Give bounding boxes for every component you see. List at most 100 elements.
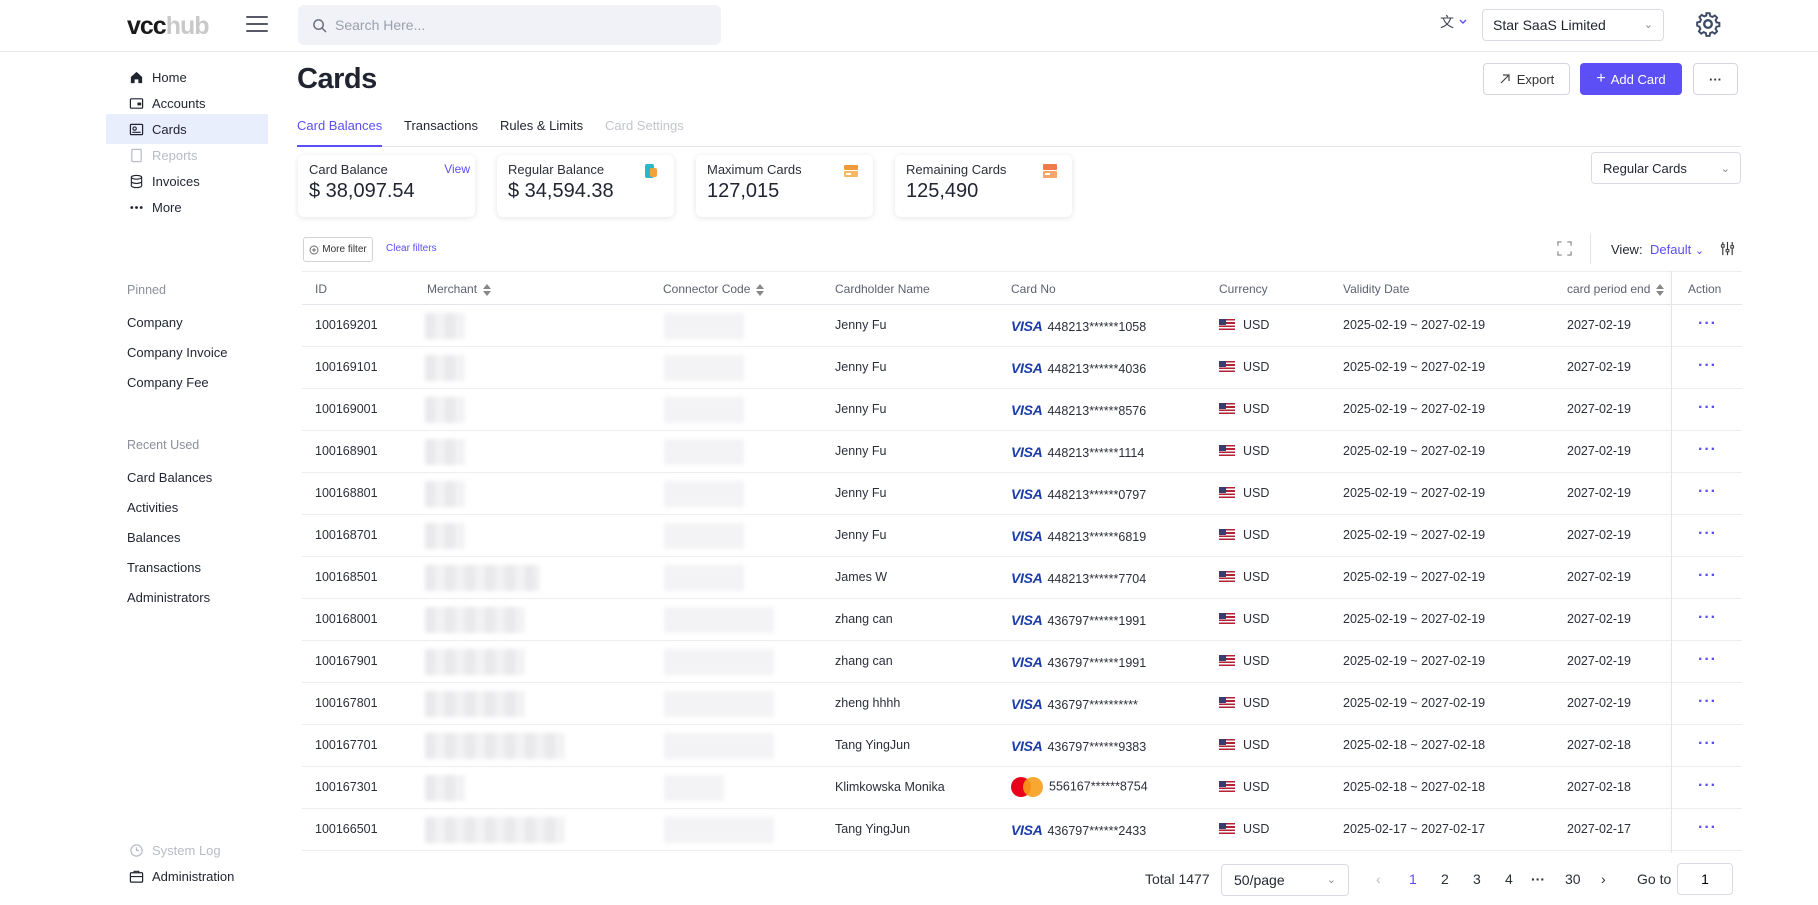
page-2[interactable]: 2 [1441,871,1449,887]
cell-validity: 2025-02-19 ~ 2027-02-19 [1343,318,1486,332]
card-number: 448213******1114 [1047,446,1145,460]
us-flag-icon [1219,445,1235,456]
sidebar-item-reports[interactable]: Reports [106,140,268,170]
total-count: Total 1477 [1145,871,1210,887]
sidebar-item-invoices[interactable]: Invoices [106,166,268,196]
company-select[interactable]: Star SaaS Limited ⌄ [1482,9,1664,41]
row-action-button[interactable]: ··· [1698,651,1717,668]
more-filter-button[interactable]: More filter [303,237,373,262]
page-3[interactable]: 3 [1473,871,1481,887]
recent-link[interactable]: Administrators [127,590,211,605]
fullscreen-icon[interactable] [1557,241,1572,256]
gear-icon[interactable] [1695,11,1721,37]
row-action-button[interactable]: ··· [1698,399,1717,416]
row-action-button[interactable]: ··· [1698,609,1717,626]
recent-link[interactable]: Card Balances [127,470,213,485]
stat-remaining-cards: Remaining Cards 125,490 [895,155,1072,217]
table-row[interactable]: 100166501 Tang YingJun VISA 436797******243… [302,809,1742,851]
sidebar-item-administration[interactable]: Administration [106,861,268,891]
cell-currency: USD [1219,822,1269,836]
sidebar-item-home[interactable]: Home [106,62,268,92]
top-bar: vcchub 文 Star SaaS Limited ⌄ [0,0,1818,52]
tab-transactions[interactable]: Transactions [404,118,478,133]
row-action-button[interactable]: ··· [1698,483,1717,500]
tab-card-settings[interactable]: Card Settings [605,118,684,133]
column-settings-icon[interactable] [1720,241,1735,256]
row-action-button[interactable]: ··· [1698,357,1717,374]
table-row[interactable]: 100167701 Tang YingJun VISA 436797******938… [302,725,1742,767]
tab-rules-limits[interactable]: Rules & Limits [500,118,584,133]
row-action-button[interactable]: ··· [1698,441,1717,458]
menu-toggle-icon[interactable] [246,16,268,34]
view-select[interactable]: Default ⌄ [1650,242,1704,257]
row-action-button[interactable]: ··· [1698,819,1717,836]
table-row[interactable]: 100169201 Jenny Fu VISA 448213******1058 USD… [302,305,1742,347]
page-1[interactable]: 1 [1409,871,1417,887]
export-arrow-icon [1500,74,1510,84]
row-action-button[interactable]: ··· [1698,693,1717,710]
language-switcher[interactable]: 文 [1440,14,1468,34]
sidebar-item-more[interactable]: More [106,192,268,222]
prev-page-icon[interactable]: ‹ [1376,871,1381,887]
connector-redacted [664,313,744,339]
page-4[interactable]: 4 [1505,871,1513,887]
row-action-button[interactable]: ··· [1698,735,1717,752]
table-row[interactable]: 100168701 Jenny Fu VISA 448213******6819 USD… [302,515,1742,557]
page-ellipsis[interactable]: ··· [1531,871,1545,887]
sidebar-item-cards[interactable]: Cards [106,114,268,144]
col-period-end[interactable]: card period end [1567,282,1665,296]
export-button[interactable]: Export [1483,63,1570,95]
cell-validity: 2025-02-19 ~ 2027-02-19 [1343,360,1486,374]
next-page-icon[interactable]: › [1601,871,1606,887]
table-row[interactable]: 100168801 Jenny Fu VISA 448213******0797 USD… [302,473,1742,515]
table-row[interactable]: 100169101 Jenny Fu VISA 448213******4036 USD… [302,347,1742,389]
add-card-button[interactable]: + Add Card [1580,63,1682,95]
visa-logo-icon: VISA [1011,360,1043,376]
connector-redacted [664,439,744,465]
cell-validity: 2025-02-19 ~ 2027-02-19 [1343,612,1486,626]
filter-plus-icon [309,245,319,254]
recent-link[interactable]: Transactions [127,560,201,575]
sidebar-item-system-log[interactable]: System Log [106,835,268,865]
recent-link[interactable]: Activities [127,500,179,515]
view-link[interactable]: View [444,162,470,176]
pinned-link[interactable]: Company Invoice [127,345,228,360]
cards-table: ID Merchant Connector Code Cardholder Na… [302,271,1742,851]
more-actions-button[interactable]: ··· [1693,63,1738,95]
table-row[interactable]: 100168501 James W VISA 448213******7704 USD 2… [302,557,1742,599]
table-row[interactable]: 100167301 Klimkowska Monika 556167******87… [302,767,1742,809]
stat-regular-balance: Regular Balance $ 34,594.38 [497,155,674,217]
card-number: 448213******0797 [1047,488,1147,502]
row-action-button[interactable]: ··· [1698,525,1717,542]
pinned-link[interactable]: Company [127,315,183,330]
table-row[interactable]: 100168901 Jenny Fu VISA 448213******1114 USD… [302,431,1742,473]
page-30[interactable]: 30 [1565,871,1581,887]
card-type-select[interactable]: Regular Cards ⌄ [1591,152,1741,184]
tab-card-balances[interactable]: Card Balances [297,118,383,147]
col-merchant[interactable]: Merchant [427,282,492,296]
row-action-button[interactable]: ··· [1698,567,1717,584]
sidebar-item-accounts[interactable]: Accounts [106,88,268,118]
table-row[interactable]: 100169001 Jenny Fu VISA 448213******8576 USD… [302,389,1742,431]
table-row[interactable]: 100168001 zhang can VISA 436797******1991 US… [302,599,1742,641]
cell-cardholder: Jenny Fu [835,486,887,500]
logo[interactable]: vcchub [127,12,210,41]
table-row[interactable]: 100167801 zheng hhhh VISA 436797********** U… [302,683,1742,725]
cell-cardholder: Jenny Fu [835,444,887,458]
recent-link[interactable]: Balances [127,530,181,545]
goto-page-input[interactable] [1677,863,1733,895]
stat-label: Card Balance [309,162,388,177]
row-action-button[interactable]: ··· [1698,315,1717,332]
cell-id: 100167701 [315,738,378,752]
pinned-link[interactable]: Company Fee [127,375,209,390]
col-connector-code[interactable]: Connector Code [663,282,765,296]
page-size-select[interactable]: 50/page ⌄ [1221,864,1349,896]
home-icon [128,69,144,85]
search-input[interactable] [335,17,705,33]
table-row[interactable]: 100167901 zhang can VISA 436797******1991 US… [302,641,1742,683]
connector-redacted [664,565,744,591]
card-number: 436797******2433 [1047,824,1147,838]
row-action-button[interactable]: ··· [1698,777,1717,794]
stat-label: Remaining Cards [906,162,1007,177]
clear-filters-link[interactable]: Clear filters [386,243,437,254]
